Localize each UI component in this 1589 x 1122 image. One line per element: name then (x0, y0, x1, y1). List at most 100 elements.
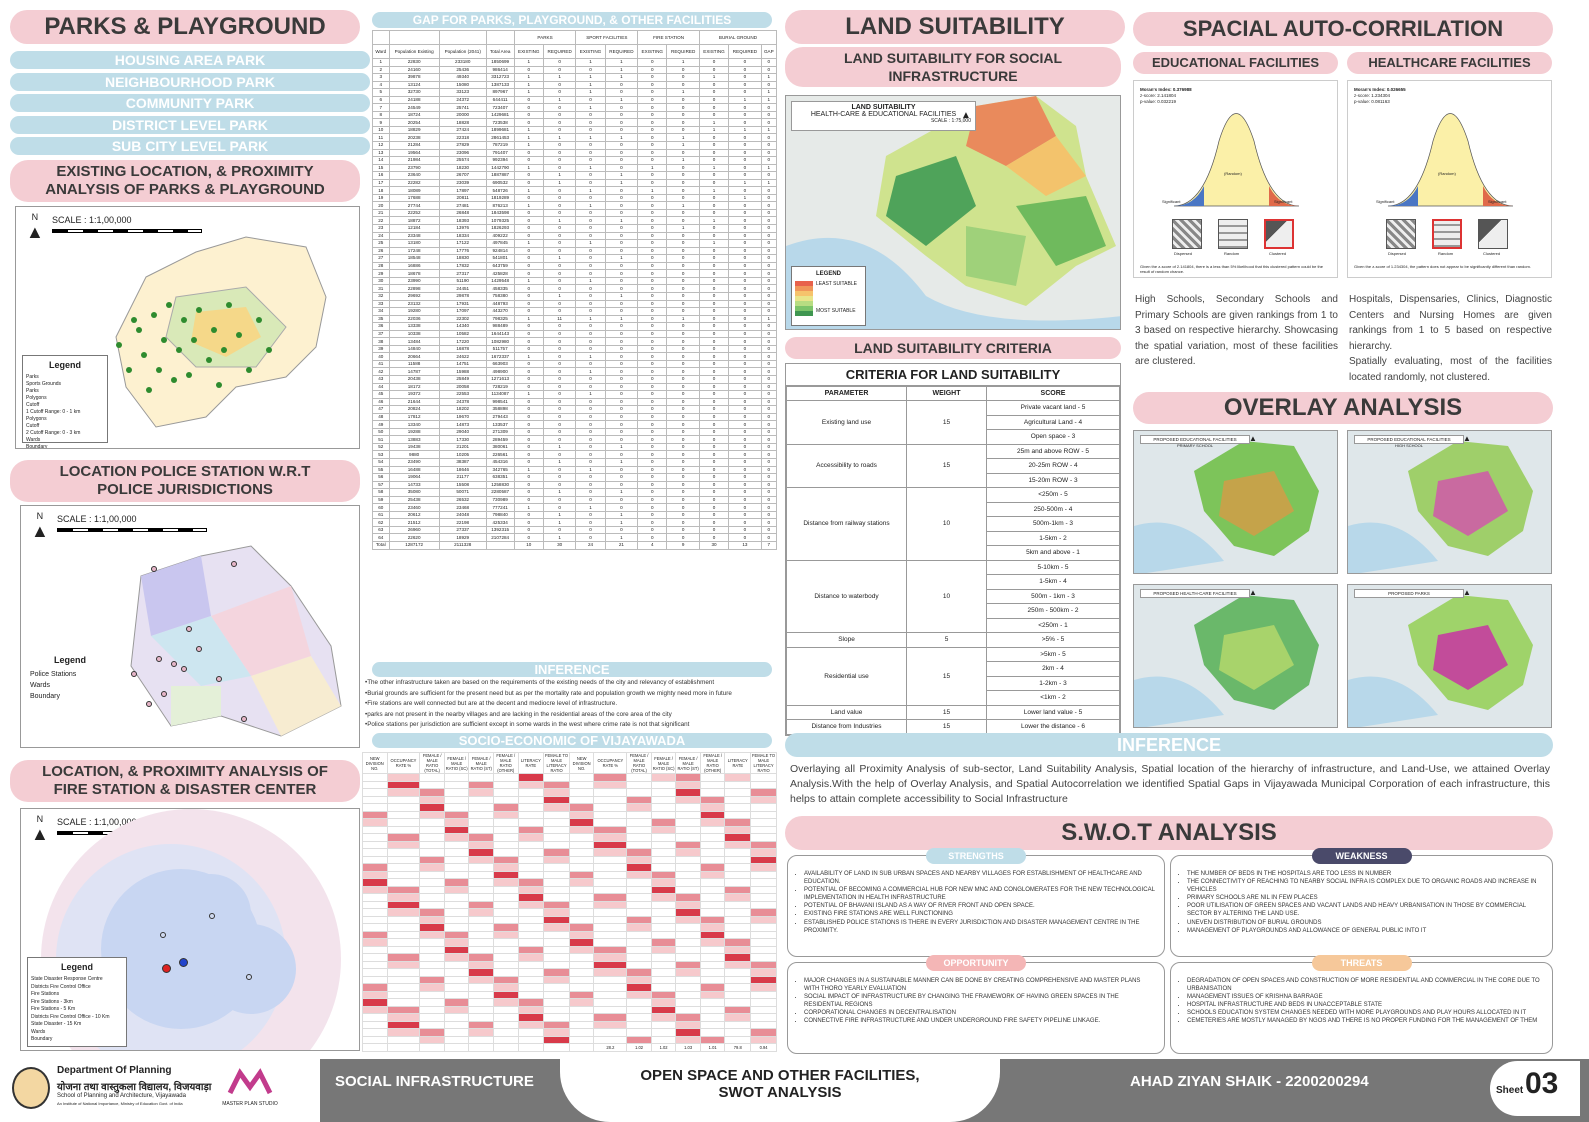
swot-item: DEGRADATION OF OPEN SPACES AND CONSTRUCT… (1187, 977, 1544, 993)
socio-row (362, 855, 777, 864)
table-row: 46 21644 24378 998541 0 0 0 0 0 0 0 0 0 (372, 397, 778, 407)
socio-header: FEMALE / MALE RATIO (SC) (650, 752, 677, 774)
socio-header: OCCUPANCY RATE % (593, 752, 628, 774)
table-row: 54 23490 38387 454316 0 1 0 1 0 0 0 0 0 (372, 458, 778, 467)
park-marker (176, 347, 182, 353)
socio-header: FEMALE / MALE RATIO (TOTAL) (626, 752, 652, 774)
legend-item: Districts Fire Control Office - 10 Km (31, 1013, 110, 1020)
gap-column-header: Population Existing (388, 44, 440, 59)
table-row: 50 19288 29040 271309 0 0 0 0 0 0 0 0 0 (372, 427, 778, 437)
inference-point: •parks are not present in the nearby vil… (365, 710, 672, 718)
table-row: 56 19064 21177 638351 0 0 0 0 0 0 0 0 0 (372, 473, 778, 482)
sheet-number: Sheet 03 (1490, 1061, 1580, 1116)
dispersed-thumb (1172, 219, 1202, 249)
parks-title: PARKS & PLAYGROUND (10, 10, 360, 44)
inference-point: •Police stations per jurisdiction are su… (365, 721, 690, 728)
socio-row (362, 923, 777, 932)
legend-item: Fire Stations - 5 Km (31, 1006, 76, 1013)
fire-title: LOCATION, & PROXIMITY ANALYSIS OF FIRE S… (10, 760, 360, 802)
swot-item: THE NUMBER OF BEDS IN THE HOSPITALS ARE … (1187, 870, 1544, 878)
table-row: 21 22252 26848 1843598 0 0 0 0 0 0 0 0 0 (372, 208, 778, 218)
table-row: 16 23640 26707 1887887 0 1 0 1 0 0 0 0 0 (372, 171, 778, 180)
map-scale: SCALE : 1:1,00,000 (52, 215, 132, 225)
table-row: 23 12184 13976 1826293 0 0 0 0 0 1 0 0 0 (372, 224, 778, 233)
socio-row (362, 975, 777, 984)
legend-item: Cutoff (26, 423, 40, 430)
legend-item: Boundary (30, 693, 60, 701)
disaster-centre-marker (162, 964, 171, 973)
table-row: 12 21284 27829 787219 1 0 0 0 0 1 0 0 0 (372, 141, 778, 150)
socio-header: NEW DIVISION NO. (362, 752, 388, 774)
socio-header: FEMALE TO MALE LITERACY RATIO (543, 752, 570, 774)
socio-row (362, 833, 777, 842)
map-scale: SCALE : 1:1,00,000 (57, 817, 137, 827)
weakness-box: WEAKNESS THE NUMBER OF BEDS IN THE HOSPI… (1170, 848, 1553, 957)
legend-item: Wards (26, 437, 41, 444)
table-row: 17 22282 23039 690532 0 1 0 1 0 0 0 1 1 (372, 178, 778, 188)
socio-row (362, 773, 777, 782)
table-row: 8 18724 20000 1429681 0 0 0 0 0 0 0 0 0 (372, 110, 778, 120)
socio-row (362, 1005, 777, 1014)
table-row: 14 21984 25574 992394 0 0 0 0 0 1 0 0 0 (372, 156, 778, 165)
park-marker (211, 327, 217, 333)
criteria-row: Residential use 15 >5km - 5 (786, 646, 1120, 706)
gap-column-header: EXISTING (637, 44, 668, 59)
gap-column-header: EXISTING (513, 44, 544, 59)
health-moran-panel: Moran's Index: 0.026655 z-score: 1.234304… (1347, 80, 1552, 278)
table-row: 31 22898 24451 458335 0 0 0 0 0 0 0 0 0 (372, 284, 778, 293)
gap-column-header: Total Area (485, 44, 515, 59)
swot-item: SOCIAL IMPACT OF INFRASTRUCTURE BY CHANG… (804, 993, 1156, 1009)
legend-item: 2 Cutoff Range: 0 - 3 km (26, 430, 81, 437)
socio-header: FEMALE / MALE RATIO (ST) (675, 752, 701, 774)
park-category: DISTRICT LEVEL PARK (10, 115, 370, 134)
park-marker (171, 377, 177, 383)
scale-bar (52, 229, 202, 233)
police-station-marker (131, 671, 137, 677)
gap-group-header: PARKS (513, 30, 577, 45)
park-category: SUB CITY LEVEL PARK (10, 137, 370, 155)
table-row: 11 20238 22318 2861453 1 1 1 1 0 1 0 0 0 (372, 133, 778, 142)
edu-stats: Moran's Index: 0.376988 z-score: 2.141804… (1140, 87, 1192, 104)
criteria-row: Slope 5 >5% - 5 (786, 632, 1120, 648)
table-row: 36 13338 14340 988489 0 0 0 0 0 0 0 0 0 (372, 322, 778, 331)
criteria-header: PARAMETER (786, 386, 907, 401)
socio-header: LITERACY RATE (724, 752, 752, 774)
police-station-marker (161, 691, 167, 697)
gap-column-header: REQUIRED (728, 44, 762, 59)
socio-row (362, 900, 777, 909)
police-station-marker (231, 561, 237, 567)
overlay-title: OVERLAY ANALYSIS (1133, 392, 1553, 424)
gap-group-header: BURIAL GROUND (698, 30, 778, 45)
legend-item: Fire Stations - 3km (31, 998, 73, 1005)
overlay-map-title: PROPOSED HEALTH-CARE FACILITIES (1140, 589, 1250, 598)
criteria-table-wrap: CRITERIA FOR LAND SUITABILITY PARAMETER W… (785, 363, 1121, 736)
table-row: 5 32730 33123 897967 1 0 1 0 0 1 0 0 1 (372, 88, 778, 97)
table-row: 28 16886 17832 643759 0 0 0 0 0 0 0 0 0 (372, 261, 778, 271)
opportunity-tag: OPPORTUNITY (926, 955, 1026, 971)
inference-point: •Burial grounds are sufficient for the p… (365, 689, 732, 697)
gap-column-header: EXISTING (575, 44, 606, 59)
legend-item: Police Stations (30, 671, 77, 679)
legend-item: Boundary (31, 1036, 53, 1043)
swot-item: POTENTIAL OF BHAVANI ISLAND AS A WAY OF … (804, 902, 1156, 910)
spatial-title: SPACIAL AUTO-CORRILATION (1133, 12, 1553, 46)
table-row: 25 13180 17122 497845 1 0 1 0 0 0 1 0 0 (372, 239, 778, 248)
police-station-marker (241, 716, 247, 722)
north-arrow: ▲ (1249, 588, 1257, 597)
socio-row (362, 953, 777, 962)
table-row: 51 13883 17330 289459 0 0 0 0 0 0 0 0 0 (372, 435, 778, 444)
swot-item: MANAGEMENT ISSUES OF KRISHNA BARRAGE (1187, 993, 1544, 1001)
subject-label: SOCIAL INFRASTRUCTURE (335, 1073, 534, 1090)
park-marker (166, 302, 172, 308)
table-row: 20 27744 27481 876213 1 0 1 0 0 1 0 0 0 (372, 201, 778, 210)
swot-item: AVAILABILITY OF LAND IN SUB URBAN SPACES… (804, 870, 1156, 886)
swot-item: MANAGEMENT OF PLAYGROUNDS AND ALLOWANCE … (1187, 927, 1544, 935)
table-row: 52 19438 21201 380061 0 1 0 1 0 0 0 0 0 (372, 442, 778, 452)
swot-item: MAJOR CHANGES IN A SUSTAINABLE MANNER CA… (804, 977, 1156, 993)
edu-moran-panel: Moran's Index: 0.376988 z-score: 2.141804… (1133, 80, 1338, 278)
criteria-row: Existing land use 15 Private vacant land -… (786, 400, 1120, 445)
legend-item: Parks (26, 388, 39, 395)
legend-item: 1 Cutoff Range: 0 - 1 km (26, 409, 81, 416)
table-row: 3 39878 49340 3312723 1 1 1 1 0 0 1 0 1 (372, 73, 778, 82)
swot-item: CEMETERIES ARE MOSTLY MANAGED BY NGOS AN… (1187, 1017, 1544, 1025)
